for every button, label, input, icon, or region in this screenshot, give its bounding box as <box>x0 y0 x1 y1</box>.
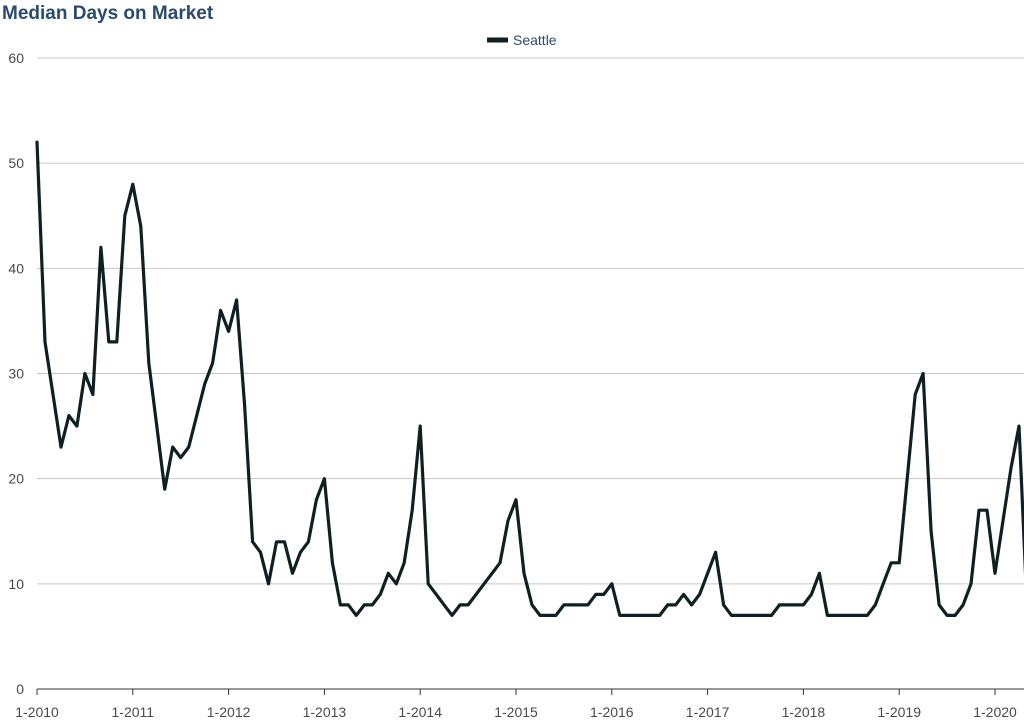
x-tick-label: 1-2017 <box>686 704 730 720</box>
x-tick-label: 1-2020 <box>973 704 1017 720</box>
x-tick-label: 1-2018 <box>782 704 826 720</box>
series-layer <box>35 140 1024 618</box>
y-tick-label: 30 <box>8 366 24 382</box>
chart-title: Median Days on Market <box>2 3 214 24</box>
x-tick-label: 1-2010 <box>15 704 59 720</box>
legend-label-seattle: Seattle <box>513 32 557 48</box>
x-tick-label: 1-2011 <box>112 704 155 720</box>
legend: Seattle <box>487 32 557 48</box>
y-tick-label: 0 <box>16 681 24 697</box>
y-tick-label: 10 <box>8 576 24 592</box>
y-axis-ticks: 0 10 20 30 40 50 60 <box>8 50 24 697</box>
x-tick-label: 1-2012 <box>207 704 251 720</box>
gridlines <box>37 57 1024 585</box>
series-line-seattle <box>35 140 1024 618</box>
y-tick-label: 60 <box>8 50 24 66</box>
y-tick-label: 50 <box>8 155 24 171</box>
x-tick-label: 1-2014 <box>398 704 442 720</box>
y-tick-label: 40 <box>8 260 24 276</box>
x-tick-label: 1-2019 <box>877 704 921 720</box>
x-tick-label: 1-2016 <box>590 704 634 720</box>
x-axis-ticks: 1-2010 1-2011 1-2012 1-2013 1-2014 1-2015 1-20… <box>15 689 1017 720</box>
y-tick-label: 20 <box>8 471 24 487</box>
x-tick-label: 1-2013 <box>303 704 347 720</box>
x-tick-label: 1-2015 <box>494 704 538 720</box>
